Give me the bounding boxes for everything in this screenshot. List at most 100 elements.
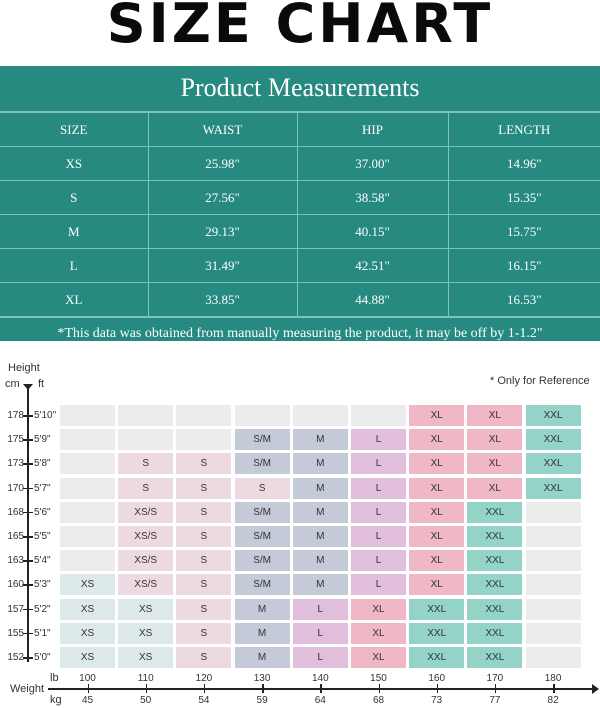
height-ft-label: 5'9" (34, 434, 51, 446)
size-cell: S (234, 477, 290, 499)
size-cell: XL (409, 574, 465, 596)
height-ft-label: 5'2" (34, 603, 51, 615)
size-cell: XL (467, 477, 523, 499)
cell: XL (0, 282, 149, 317)
size-cell (525, 526, 581, 547)
size-cell: L (351, 550, 406, 572)
tick-mark (320, 684, 322, 693)
size-cell: M (292, 453, 348, 475)
weight-lb-label: 150 (370, 673, 387, 684)
size-cell: XL (409, 550, 465, 572)
size-cell: S (176, 453, 232, 475)
height-tick: 155 5'1" (0, 623, 60, 645)
column-header: HIP (296, 112, 449, 147)
size-cell: M (234, 647, 290, 668)
size-cell (118, 429, 174, 451)
height-ft-label: 5'5" (34, 531, 51, 542)
size-cell: XL (467, 405, 523, 426)
table-row: S 27.56" 38.58" 15.35" (0, 180, 600, 215)
size-cell: L (292, 622, 348, 644)
cell: 37.00" (296, 146, 449, 181)
weight-lb-label: 170 (486, 673, 504, 684)
height-axis-label: Height (8, 362, 40, 374)
tick-mark (23, 608, 33, 611)
size-cell: S (176, 501, 232, 523)
size-cell: S/M (234, 550, 290, 572)
tick-mark (145, 684, 148, 693)
height-ft-label: 5'8" (34, 458, 51, 470)
height-cm-label: 173 (7, 458, 24, 470)
size-cell (525, 550, 581, 572)
height-cm-label: 170 (7, 482, 24, 494)
weight-axis-arrow-icon (592, 684, 599, 694)
size-cell (525, 501, 581, 523)
table-row: XS 25.98" 37.00" 14.96" (0, 146, 600, 181)
size-cell: XL (351, 598, 406, 620)
height-cm-label: 152 (7, 652, 24, 663)
size-cell: S (176, 574, 232, 596)
size-cell: L (351, 526, 406, 547)
size-cell (525, 622, 581, 644)
height-tick: 152 5'0" (0, 647, 60, 669)
size-cell: XXL (525, 405, 581, 426)
size-cell: XL (409, 501, 465, 523)
weight-kg-label: 50 (140, 695, 152, 706)
size-cell: L (351, 501, 406, 523)
size-cell: L (351, 429, 406, 451)
cell: 33.85" (147, 282, 298, 317)
tick-mark (87, 684, 89, 693)
size-cell: S (176, 477, 232, 499)
height-tick: 173 5'8" (0, 453, 60, 475)
size-cell: S/M (234, 501, 290, 523)
size-cell (60, 526, 115, 547)
size-cell (60, 429, 115, 451)
weight-kg-label: 77 (489, 695, 501, 706)
size-cell: M (234, 622, 290, 644)
weight-lb-label: 180 (544, 673, 562, 684)
size-cell: M (292, 526, 348, 547)
size-cell: L (351, 574, 406, 596)
size-cell (60, 477, 115, 499)
height-tick: 165 5'5" (0, 526, 60, 548)
size-cell: L (292, 647, 348, 668)
measurement-note: *This data was obtained from manually me… (0, 317, 600, 351)
cell: 27.56" (147, 180, 298, 215)
size-cell: S/M (234, 526, 290, 547)
size-cell: XXL (467, 501, 523, 523)
size-cell: XXL (467, 574, 523, 596)
height-ft-label: 5'3" (34, 579, 51, 591)
tick-mark (553, 684, 555, 693)
size-cell: XXL (467, 598, 523, 620)
table-row: M 29.13" 40.15" 15.75" (0, 214, 600, 249)
lb-label: lb (50, 672, 59, 684)
reference-note: * Only for Reference (490, 375, 590, 387)
weight-lb-label: 130 (253, 673, 271, 684)
size-cell: XS/S (118, 574, 174, 596)
tick-mark (23, 415, 33, 417)
size-cell: XL (409, 477, 465, 499)
height-cm-label: 178 (7, 410, 24, 421)
tick-mark (23, 584, 33, 586)
size-cell: XXL (409, 598, 465, 620)
size-cell: XXL (467, 622, 523, 644)
size-cell: XS (118, 598, 174, 620)
size-cell (525, 598, 581, 620)
cell: 14.96" (447, 146, 600, 181)
height-cm-label: 157 (7, 603, 24, 615)
weight-axis (48, 688, 596, 690)
size-cell (176, 405, 232, 426)
size-cell: S/M (234, 574, 290, 596)
size-cell (60, 550, 115, 572)
measurements-heading: Product Measurements (0, 66, 600, 112)
size-cell: XL (467, 429, 523, 451)
size-cell: XL (409, 405, 465, 426)
cell: S (0, 180, 149, 215)
size-cell: S (118, 453, 174, 475)
size-cell (351, 405, 406, 426)
tick-mark (378, 684, 380, 693)
height-ft-label: 5'4" (34, 555, 51, 567)
size-cell (525, 574, 581, 596)
height-ft-label: 5'6" (34, 506, 51, 518)
cell: 31.49" (147, 248, 298, 283)
tick-mark (494, 684, 497, 693)
